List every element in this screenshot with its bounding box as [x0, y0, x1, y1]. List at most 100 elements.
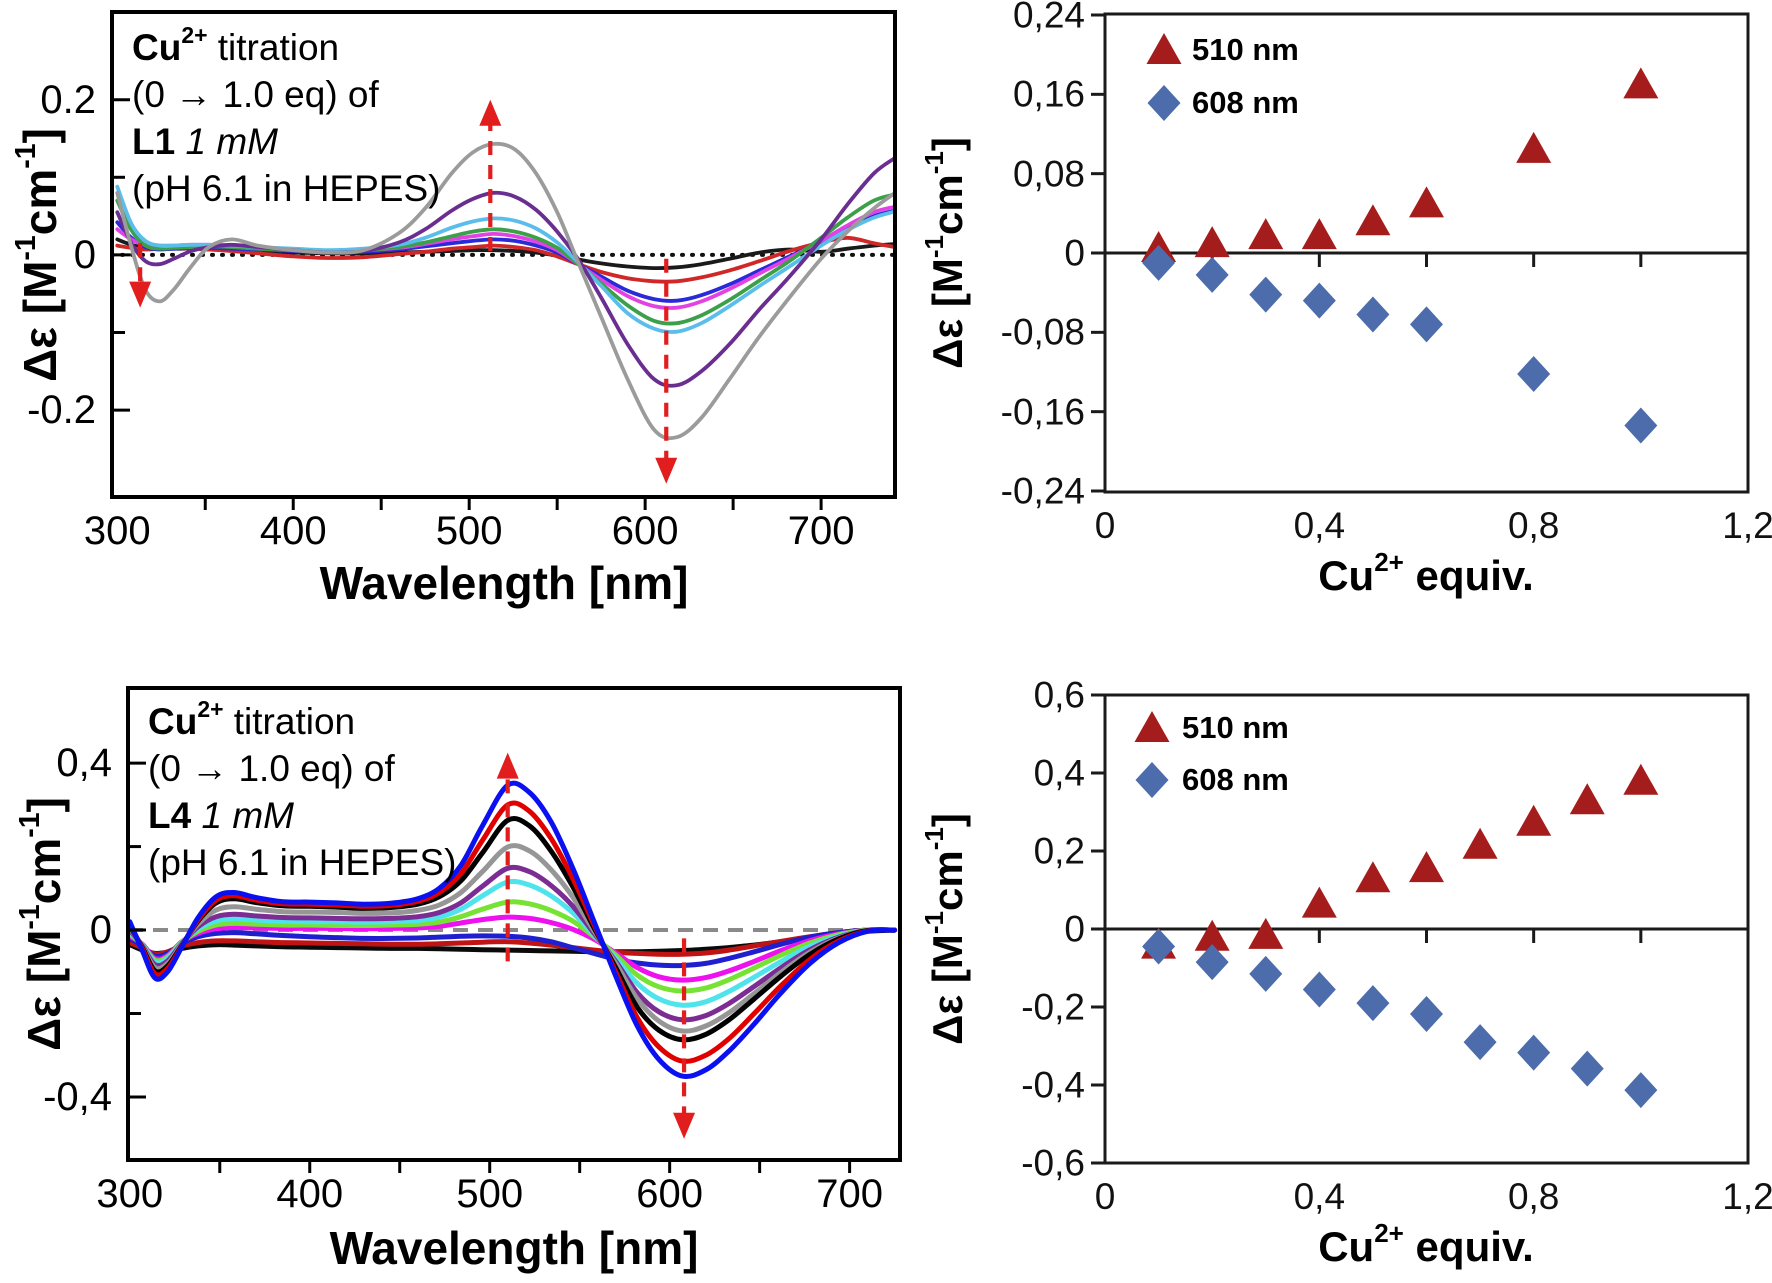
data-point-510-nm: [1194, 919, 1230, 951]
x-tick-label: 0: [1094, 505, 1116, 546]
data-point-608-nm: [1624, 407, 1658, 444]
x-tick-label: 600: [611, 509, 679, 553]
spectrum-curve-dark-blue: [127, 927, 898, 969]
x-tick-label: 1,2: [1722, 1176, 1772, 1217]
x-axis-title: Wavelength [nm]: [319, 557, 689, 609]
annotation-line: L4 1 mM: [148, 795, 294, 836]
data-point-510-nm: [1462, 827, 1498, 859]
y-tick-label: 0,08: [1012, 153, 1085, 195]
spectrum-curve-dark-red: [127, 927, 898, 957]
data-point-510-nm: [1569, 783, 1605, 815]
data-point-608-nm: [1356, 985, 1390, 1022]
x-tick-label: 400: [276, 1172, 344, 1216]
y-tick-label: -0,16: [1000, 391, 1085, 433]
y-tick-label: -0,4: [43, 1074, 112, 1119]
data-point-510-nm: [1623, 67, 1659, 99]
arrow-head: [129, 281, 152, 308]
y-axis-title: Δε [M-1cm-1]: [919, 813, 971, 1045]
arrow-head: [479, 99, 502, 126]
spectrum-curve-1-0-eq-gray-: [115, 141, 897, 441]
data-point-510-nm: [1194, 226, 1230, 258]
arrow-head: [655, 457, 678, 484]
data-point-608-nm: [1356, 296, 1390, 333]
data-point-510-nm: [1409, 851, 1444, 883]
annotation-line: (0 → 1.0 eq) of: [132, 74, 379, 115]
data-point-608-nm: [1570, 1050, 1604, 1087]
x-tick-label: 400: [259, 509, 327, 553]
y-tick-label: -0,2: [1021, 986, 1085, 1028]
spectrum-curve-1-0-eq-blue-: [127, 780, 898, 1080]
annotation-line: Cu2+ titration: [148, 696, 356, 742]
spectrum-curve-gray: [127, 843, 898, 1034]
data-point-608-nm: [1195, 944, 1229, 981]
titration-annotation: Cu2+ titration (0 → 1.0 eq) of L1 1 mM (pH …: [132, 24, 440, 212]
spectrum-curve-green: [115, 192, 897, 326]
x-tick-label: 0,4: [1293, 1176, 1346, 1217]
data-point-510-nm: [1409, 186, 1444, 218]
annotation-line: Cu2+ titration: [132, 22, 340, 68]
y-tick-label: 0: [1064, 908, 1085, 950]
legend-marker-diamond: [1147, 85, 1181, 121]
data-point-608-nm: [1517, 1034, 1551, 1071]
spectrum-curve-magenta: [127, 914, 898, 983]
spectrum-curve-purple: [127, 864, 898, 1023]
y-tick-label: 0,6: [1033, 674, 1085, 716]
plot-border: [126, 686, 902, 1162]
y-tick-label: 0.2: [40, 77, 96, 122]
x-tick-label: 300: [96, 1172, 164, 1216]
x-axis-title: Cu2+ equiv.: [1318, 1218, 1534, 1270]
y-tick-label: -0,24: [1000, 470, 1085, 512]
spectrum-curve-cyan: [127, 878, 898, 1008]
data-point-510-nm: [1355, 204, 1391, 236]
data-point-510-nm: [1516, 131, 1552, 163]
spectrum-curve-light-blue: [115, 184, 897, 334]
data-point-608-nm: [1302, 971, 1336, 1008]
y-tick-label: -0,4: [1021, 1064, 1085, 1106]
x-tick-label: 300: [83, 509, 151, 553]
legend-label: 510 nm: [1192, 32, 1299, 67]
data-point-608-nm: [1410, 996, 1443, 1033]
legend-label: 510 nm: [1182, 710, 1289, 745]
annotation-line: L1 1 mM: [132, 121, 278, 162]
annotation-line: (pH 6.1 in HEPES): [132, 168, 441, 209]
data-point-608-nm: [1302, 282, 1336, 319]
x-tick-label: 700: [787, 509, 855, 553]
legend-marker-diamond: [1135, 762, 1169, 798]
x-tick-label: 0,8: [1507, 505, 1560, 546]
y-tick-label: 0: [89, 908, 112, 953]
data-point-510-nm: [1623, 763, 1659, 795]
legend-label: 608 nm: [1192, 85, 1299, 120]
x-tick-label: 500: [456, 1172, 524, 1216]
x-axis-title: Wavelength [nm]: [329, 1222, 699, 1274]
x-axis-title: Cu2+ equiv.: [1318, 547, 1534, 599]
data-point-510-nm: [1355, 861, 1391, 893]
titration-annotation: Cu2+ titration (0 → 1.0 eq) of L4 1 mM (pH …: [148, 698, 456, 886]
data-point-608-nm: [1142, 928, 1176, 965]
y-tick-label: 0: [73, 232, 96, 277]
y-tick-label: 0,2: [1033, 830, 1085, 872]
spectrum-curve-purple: [115, 156, 897, 388]
y-tick-label: -0,6: [1021, 1142, 1085, 1184]
data-point-510-nm: [1301, 886, 1337, 918]
data-point-510-nm: [1248, 917, 1284, 949]
x-tick-label: 0,4: [1293, 505, 1346, 546]
x-tick-label: 600: [636, 1172, 704, 1216]
data-point-608-nm: [1142, 244, 1176, 281]
y-tick-label: -0,08: [1000, 311, 1085, 353]
legend-marker-triangle: [1146, 33, 1182, 64]
x-tick-label: 1,2: [1722, 505, 1772, 546]
y-tick-label: 0,24: [1012, 0, 1085, 36]
annotation-line: (pH 6.1 in HEPES): [148, 842, 457, 883]
x-tick-label: 0: [1094, 1176, 1116, 1217]
data-point-510-nm: [1248, 218, 1284, 250]
x-tick-label: 700: [816, 1172, 883, 1216]
arrow-head: [496, 752, 519, 779]
legend-label: 608 nm: [1182, 762, 1289, 797]
